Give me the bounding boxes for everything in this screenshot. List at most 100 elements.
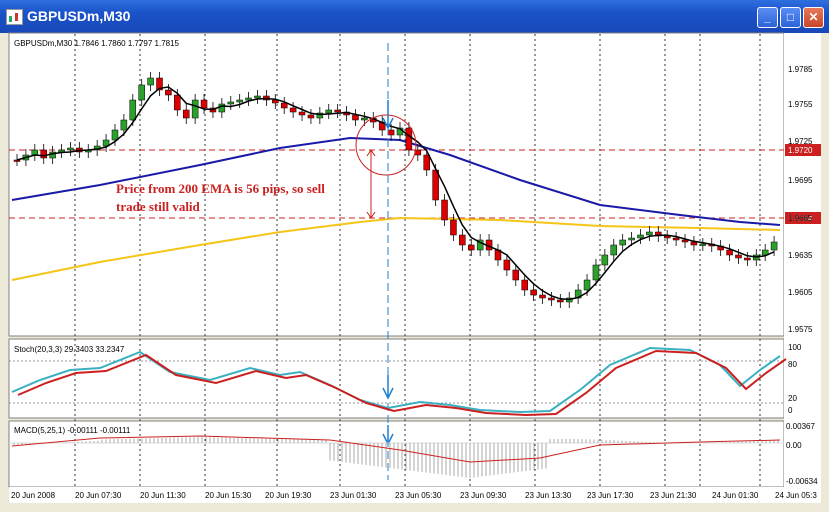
price-tick-label: 1.9755 [788,100,813,109]
candle-body [218,103,226,113]
macd-signal-line [11,435,781,463]
time-tick-label: 23 Jun 13:30 [525,491,572,500]
ema-fast-line [16,86,775,301]
candle-body [637,234,644,239]
stoch-signal-line [17,349,787,417]
time-tick-label: 24 Jun 05:3 [775,491,817,500]
macd-tick-label: 0.00 [786,441,802,450]
candle-body [289,107,297,113]
price-header: GBPUSDm,M30 1.7846 1.7860 1.7797 1.7815 [14,39,180,48]
chart-window-icon [6,9,23,25]
candle-body [521,279,528,291]
time-scale [9,487,821,503]
candle-body [512,269,520,281]
window-title: GBPUSDm,M30 [27,8,131,24]
price-tag-lower [785,212,821,224]
time-tick-label: 20 Jun 19:30 [265,491,312,500]
candle-body [503,259,511,271]
minimize-icon: _ [764,10,771,24]
candle-body [147,77,154,86]
candle-body [174,94,181,111]
candle-body [423,154,430,171]
candle-body [681,239,689,243]
annotation-line-1: Price from 200 EMA is 56 pips, so sell [116,181,325,196]
candle-body [476,239,484,251]
down-arrow-icon [382,375,394,400]
candle-body [156,77,163,91]
stoch-tick-label: 0 [788,406,793,415]
price-tag-lower-text: 1.9664 [788,214,813,223]
time-tick-label: 20 Jun 15:30 [205,491,252,500]
stoch-header: Stoch(20,3,3) 29.3403 33.2347 [14,345,125,354]
candle-body [165,89,172,96]
time-axis-labels: 20 Jun 2008 20 Jun 07:30 20 Jun 11:30 20 Ju… [11,491,817,500]
candle-body [699,243,707,246]
highlight-circle [355,114,417,176]
candle-body [548,297,555,301]
double-arrow-icon [366,149,376,219]
candle-body [182,109,190,119]
price-tick-label: 1.9635 [788,251,813,260]
price-tick-label: 1.9785 [788,65,813,74]
candle-body [316,112,324,119]
candle-body [40,149,47,159]
candle-body [352,114,359,121]
candle-body [539,294,546,299]
maximize-icon: □ [786,10,795,24]
macd-header: MACD(5,25,1) -0.00111 -0.00111 [14,426,131,435]
macd-tick-label: 0.00367 [786,422,815,431]
price-axis-labels: 1.9785 1.9755 1.9725 1.9695 1.9665 1.9635 1.96… [786,65,818,486]
stoch-tick-label: 100 [788,343,802,352]
time-tick-label: 23 Jun 21:30 [650,491,697,500]
minimize-button[interactable]: _ [757,7,778,28]
candle-body [672,237,680,241]
candle-body [583,279,591,291]
price-tick-label: 1.9605 [788,288,813,297]
candle-body [726,249,733,256]
time-tick-label: 23 Jun 01:30 [330,491,377,500]
candle-body [405,127,413,151]
candle-body [690,241,698,246]
candle-body [254,95,261,99]
candle-body [129,99,137,121]
price-scale [784,33,821,487]
time-tick-label: 20 Jun 2008 [11,491,56,500]
ema-200-line [11,216,781,281]
candle-body [468,244,475,251]
price-tick-label: 1.9695 [788,176,813,185]
candle-body [601,254,609,266]
stoch-tick-label: 80 [788,360,797,369]
price-tag-upper-text: 1.9720 [788,146,813,155]
candle-body [450,219,457,236]
down-arrow-icon [382,425,394,446]
candle-body [735,254,742,259]
time-tick-label: 23 Jun 09:30 [460,491,507,500]
price-tick-label: 1.9575 [788,325,813,334]
candle-body [200,99,208,109]
title-bar[interactable]: GBPUSDm,M30 _ □ ✕ [0,0,829,33]
candle-body [227,101,235,105]
close-button[interactable]: ✕ [803,7,824,28]
price-tag-upper [785,144,821,156]
candle-body [592,264,600,281]
down-arrow-icon [382,100,394,130]
close-icon: ✕ [808,10,819,24]
candle-body [298,111,306,116]
macd-tick-label: -0.00634 [786,477,818,486]
candle-body [459,234,466,246]
vertical-grid [74,34,761,487]
time-tick-label: 24 Jun 01:30 [712,491,759,500]
candle-body [334,109,341,113]
candle-body [307,114,315,119]
candle-body [236,99,243,103]
candle-body [280,102,288,109]
candle-body [530,289,537,296]
candle-body [387,129,395,136]
candle-body [628,237,635,241]
price-panel[interactable] [8,32,785,337]
candle-body [13,159,21,162]
price-tick-label: 1.9665 [788,214,813,223]
maximize-button[interactable]: □ [780,7,801,28]
